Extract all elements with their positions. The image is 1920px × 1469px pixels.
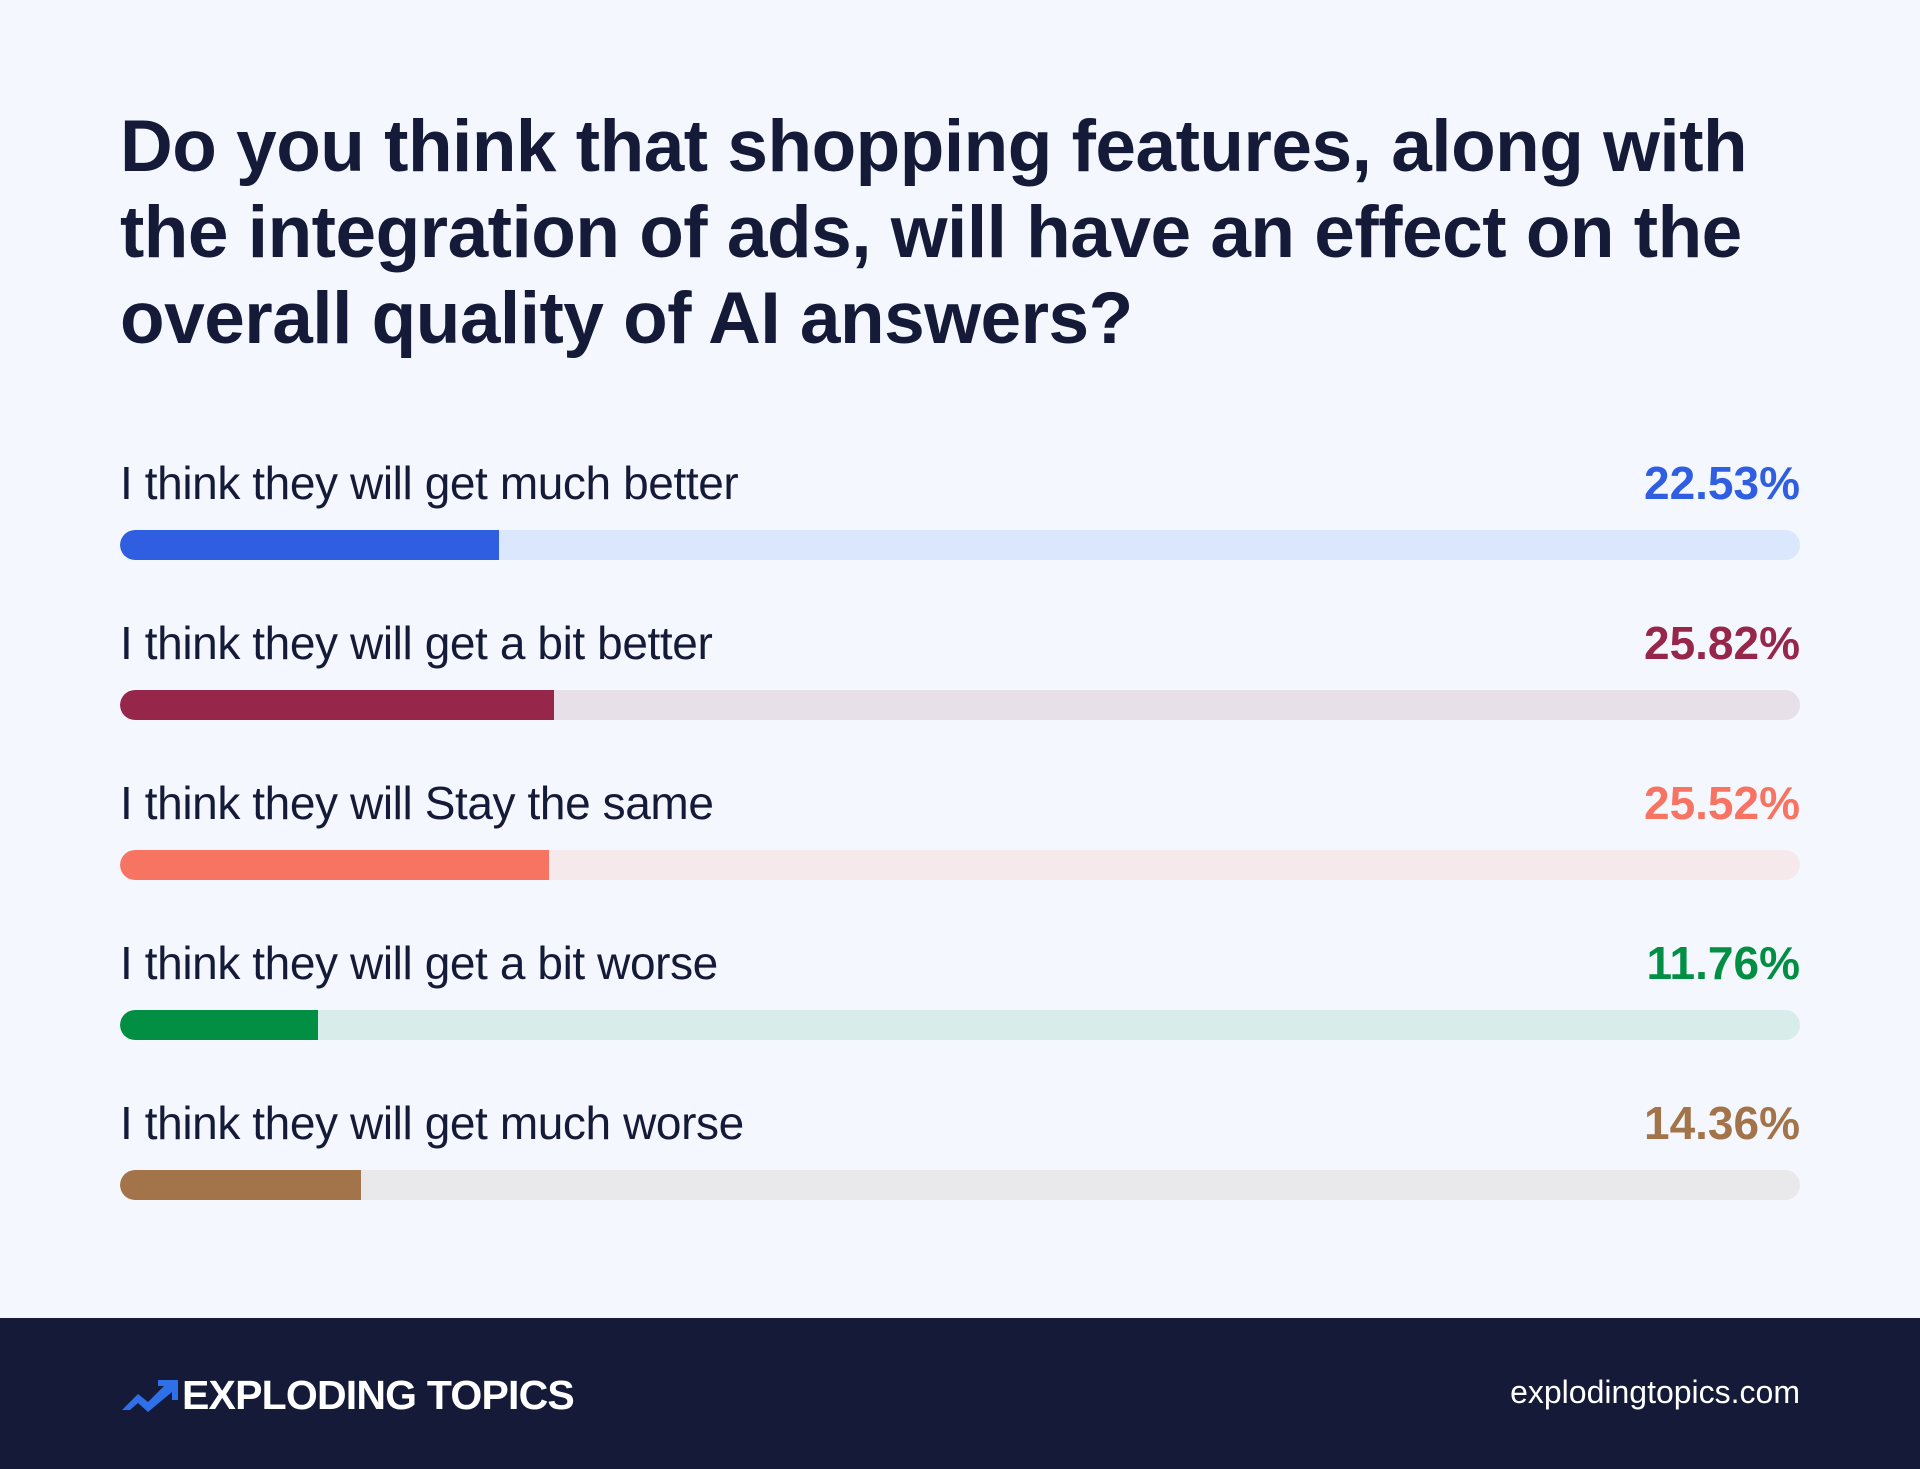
bar-fill (120, 1170, 362, 1200)
brand-name: EXPLODING TOPICS (182, 1371, 575, 1418)
bar-value: 14.36% (1643, 1097, 1800, 1149)
bar-value: 22.53% (1643, 457, 1800, 509)
bar-fill (120, 690, 554, 720)
bar-row-bit-worse: I think they will get a bit worse 11.76% (120, 935, 1800, 1045)
brand-logo[interactable]: EXPLODING TOPICS (120, 1370, 575, 1420)
bar-value: 25.52% (1643, 777, 1800, 829)
trending-up-arrow-icon (122, 1380, 178, 1412)
website-link[interactable]: explodingtopics.com (1510, 1374, 1800, 1410)
bar-row-much-worse: I think they will get much worse 14.36% (120, 1095, 1800, 1205)
footer: EXPLODING TOPICS explodingtopics.com (0, 1318, 1920, 1469)
bar-fill (120, 850, 549, 880)
bar-track (120, 530, 1800, 560)
bar-fill (120, 530, 499, 560)
bar-row-much-better: I think they will get much better 22.53% (120, 455, 1800, 565)
bar-track (120, 1010, 1800, 1040)
bar-fill (120, 1010, 318, 1040)
bar-track (120, 1170, 1800, 1200)
bar-label: I think they will get much better (120, 457, 739, 509)
bar-value: 25.82% (1643, 617, 1800, 669)
bar-label: I think they will get a bit better (120, 617, 713, 669)
bar-label: I think they will get a bit worse (120, 937, 718, 989)
bar-row-bit-better: I think they will get a bit better 25.82… (120, 615, 1800, 725)
bar-track (120, 690, 1800, 720)
bar-label: I think they will get much worse (120, 1097, 744, 1149)
bar-label: I think they will Stay the same (120, 777, 714, 829)
bar-track (120, 850, 1800, 880)
bar-value: 11.76% (1646, 937, 1800, 989)
bar-row-stay-same: I think they will Stay the same 25.52% (120, 775, 1800, 885)
chart-title: Do you think that shopping features, alo… (120, 106, 1748, 359)
